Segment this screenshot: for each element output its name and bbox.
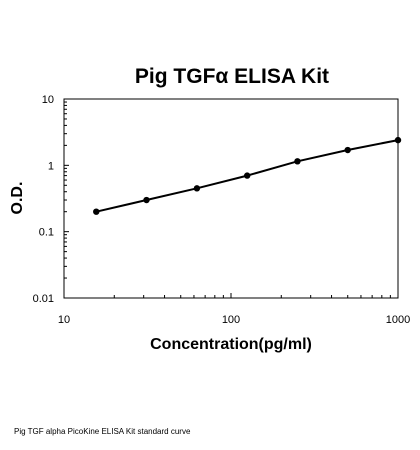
- chart-title: Pig TGFα ELISA Kit: [135, 65, 329, 88]
- data-point: [93, 208, 100, 215]
- data-points: [93, 136, 402, 215]
- y-axis-ticks: 0.01 0.1 1 10: [33, 94, 69, 305]
- data-point: [344, 146, 351, 154]
- y-axis-label: O.D.: [9, 182, 26, 215]
- x-axis-ticks: 10 100 1000: [58, 293, 410, 326]
- data-point: [294, 158, 301, 165]
- plot-area: [63, 98, 399, 299]
- y-tick-label: 0.01: [33, 293, 54, 305]
- data-point: [394, 136, 402, 144]
- data-point: [193, 185, 201, 192]
- x-axis-label: Concentration(pg/ml): [150, 336, 312, 353]
- y-tick-label: 0.1: [39, 227, 54, 239]
- y-tick-label: 10: [42, 94, 54, 106]
- y-tick-label: 1: [48, 160, 54, 172]
- x-tick-label: 1000: [386, 314, 410, 326]
- x-tick-label: 100: [222, 314, 240, 326]
- data-point: [243, 172, 251, 179]
- figure-caption: Pig TGF alpha PicoKine ELISA Kit standar…: [14, 427, 191, 436]
- data-point: [143, 196, 150, 204]
- x-tick-label: 10: [58, 314, 70, 326]
